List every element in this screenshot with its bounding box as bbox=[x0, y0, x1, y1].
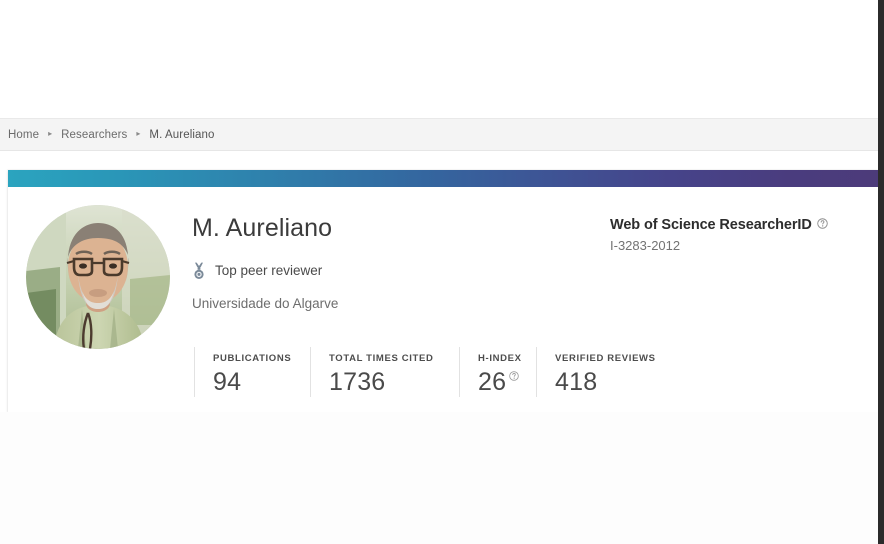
stat-h-index-value: 26 bbox=[478, 368, 507, 396]
stat-total-times-cited-label: TOTAL TIMES CITED bbox=[329, 353, 434, 364]
avatar[interactable] bbox=[26, 205, 170, 349]
breadcrumb-item-home[interactable]: Home bbox=[8, 128, 40, 141]
researcher-identity-block: M. Aureliano Top peer reviewer Universid… bbox=[192, 214, 622, 311]
breadcrumb-item-researchers[interactable]: Researchers bbox=[61, 128, 128, 141]
top-peer-reviewer-badge: Top peer reviewer bbox=[192, 262, 622, 280]
page-title: M. Aureliano bbox=[192, 214, 333, 242]
metrics-row: PUBLICATIONS 94 TOTAL TIMES CITED 1736 H… bbox=[194, 347, 676, 397]
right-edge-strip bbox=[878, 0, 884, 544]
researcher-id-value: I-3283-2012 bbox=[610, 238, 681, 253]
help-circle-icon[interactable] bbox=[509, 371, 519, 381]
stat-h-index[interactable]: H-INDEX 26 bbox=[459, 347, 536, 397]
affiliation: Universidade do Algarve bbox=[192, 295, 339, 311]
researcher-id-block: Web of Science ResearcherID I-3283-2012 bbox=[610, 217, 860, 253]
stat-publications-value: 94 bbox=[213, 368, 242, 396]
help-circle-icon[interactable] bbox=[817, 218, 828, 229]
card-body: M. Aureliano Top peer reviewer Universid… bbox=[8, 187, 878, 412]
stat-verified-reviews-label: VERIFIED REVIEWS bbox=[555, 353, 656, 364]
breadcrumb-separator-icon: ▸ bbox=[136, 128, 141, 138]
stat-verified-reviews-value-row: 418 bbox=[555, 370, 676, 395]
page-top-whitespace bbox=[0, 0, 878, 118]
breadcrumb: Home ▸ Researchers ▸ M. Aureliano bbox=[0, 118, 878, 151]
stat-total-times-cited[interactable]: TOTAL TIMES CITED 1736 bbox=[310, 347, 459, 397]
researcher-id-label: Web of Science ResearcherID bbox=[610, 217, 812, 233]
card-gradient-accent-bar bbox=[8, 170, 878, 187]
stat-verified-reviews[interactable]: VERIFIED REVIEWS 418 bbox=[536, 347, 676, 397]
page-bottom-whitespace bbox=[0, 412, 878, 544]
stat-total-times-cited-value: 1736 bbox=[329, 368, 386, 396]
top-peer-reviewer-label: Top peer reviewer bbox=[215, 263, 323, 278]
profile-photo bbox=[26, 205, 170, 349]
breadcrumb-item-current: M. Aureliano bbox=[149, 128, 215, 141]
stat-publications-value-row: 94 bbox=[213, 370, 310, 395]
researcher-profile-card: M. Aureliano Top peer reviewer Universid… bbox=[8, 170, 878, 412]
stat-h-index-label: H-INDEX bbox=[478, 353, 522, 364]
stat-h-index-value-row: 26 bbox=[478, 370, 536, 395]
stat-verified-reviews-value: 418 bbox=[555, 368, 598, 396]
stat-publications[interactable]: PUBLICATIONS 94 bbox=[194, 347, 310, 397]
breadcrumb-card-gap bbox=[0, 151, 878, 170]
stat-publications-label: PUBLICATIONS bbox=[213, 353, 292, 364]
stat-total-times-cited-value-row: 1736 bbox=[329, 370, 459, 395]
researcher-id-title-row: Web of Science ResearcherID bbox=[610, 217, 860, 233]
medal-icon bbox=[194, 262, 204, 279]
breadcrumb-separator-icon: ▸ bbox=[48, 128, 53, 138]
